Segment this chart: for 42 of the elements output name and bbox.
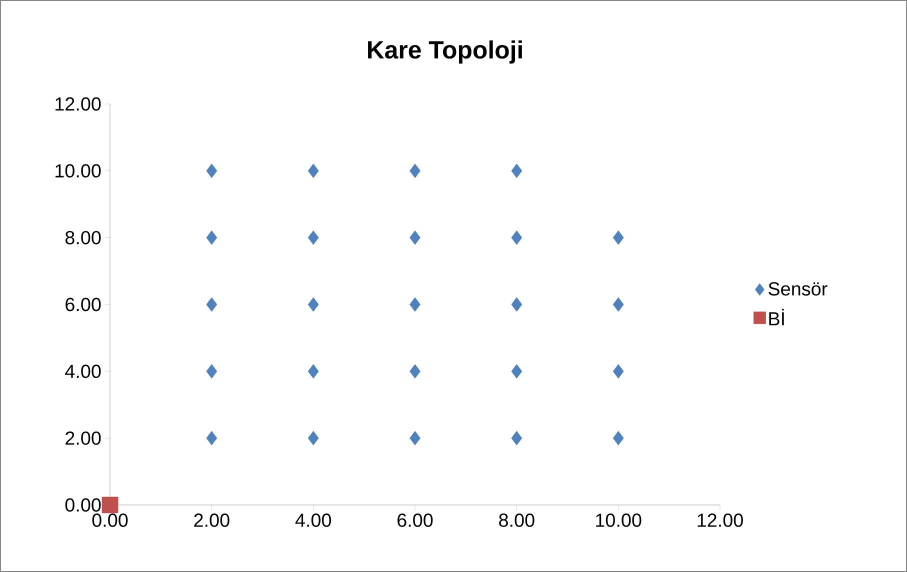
point — [102, 496, 118, 514]
x-tick-label: 10.00 — [596, 514, 642, 527]
point — [511, 164, 522, 178]
point — [410, 364, 420, 379]
point — [308, 164, 319, 178]
x-tick-label: 4.00 — [295, 514, 332, 527]
point — [410, 230, 420, 245]
point — [612, 297, 624, 312]
point — [612, 230, 624, 245]
y-tick-label: 10.00 — [56, 164, 101, 178]
point — [206, 230, 218, 245]
point — [206, 164, 218, 178]
point — [612, 430, 624, 446]
chart-title: Kare Topoloji — [368, 40, 522, 64]
y-tick-label: 6.00 — [66, 298, 101, 312]
point — [308, 230, 319, 245]
y-tick-label: 2.00 — [66, 431, 101, 445]
point — [308, 430, 319, 446]
y-tick-label: 8.00 — [65, 230, 101, 244]
x-tick-label: 8.00 — [499, 514, 534, 527]
y-tick-label: 4.00 — [65, 364, 101, 378]
point — [206, 297, 218, 312]
point — [511, 297, 522, 312]
point — [410, 430, 420, 446]
point — [511, 230, 522, 245]
point — [308, 364, 319, 379]
point — [410, 297, 420, 312]
point — [206, 430, 218, 446]
y-tick-label: 0.00 — [65, 498, 101, 512]
y-tick-label: 12.00 — [56, 97, 101, 111]
legend-label: Sensör — [768, 282, 828, 296]
point — [612, 364, 624, 379]
point — [511, 364, 522, 379]
legend-label: Bİ — [769, 308, 784, 326]
point — [511, 430, 522, 446]
x-tick-label: 2.00 — [194, 514, 230, 527]
point — [206, 364, 218, 379]
x-tick-label: 0.00 — [92, 514, 128, 527]
x-tick-label: 12.00 — [698, 514, 743, 527]
point — [308, 297, 319, 312]
point — [410, 164, 420, 178]
x-tick-label: 6.00 — [398, 514, 433, 527]
